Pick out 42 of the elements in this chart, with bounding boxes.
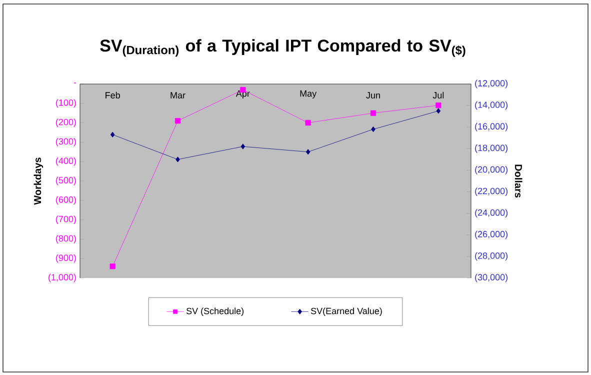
point [240, 144, 246, 150]
point [110, 132, 115, 138]
point [176, 156, 180, 162]
x-tick-label: May [300, 90, 317, 98]
point [436, 108, 441, 114]
x-tick-label: Apr [236, 90, 250, 98]
y2-tick-label: (16,000) [475, 122, 508, 132]
y2-tick-label: (30,000) [475, 274, 508, 282]
point [305, 120, 311, 126]
y-tick-label: - [74, 82, 76, 84]
y2-tick-label: (26,000) [475, 230, 508, 240]
point [174, 118, 181, 124]
y-tick-label: (700) [56, 216, 76, 224]
y2-tick-label: (24,000) [475, 209, 508, 218]
point [370, 110, 376, 116]
x-tick-label: Feb [106, 92, 120, 98]
x-tick-label: Jun [366, 92, 380, 98]
x-tick-label: Jul [432, 92, 444, 98]
point [436, 102, 442, 108]
y2-axis-title: Dollars [514, 164, 522, 198]
y2-tick-label: (12,000) [475, 80, 508, 88]
y-tick-label: (200) [56, 118, 76, 127]
y2-tick-label: (28,000) [475, 252, 508, 261]
y2-tick-label: (18,000) [475, 144, 508, 153]
legend-label: SV(Earned Value) [310, 308, 382, 316]
point [306, 149, 310, 155]
y2-tick-label: (22,000) [475, 188, 508, 196]
y-tick-label: (100) [56, 99, 76, 108]
legend-label: SV (Schedule) [186, 308, 244, 316]
x-tick-label: Mar [170, 92, 186, 98]
y-tick-label: (300) [56, 138, 76, 146]
y2-tick-label: (20,000) [475, 166, 508, 174]
y-tick-label: (900) [56, 254, 76, 263]
y-tick-label: (600) [56, 196, 76, 205]
y-axis-title: Workdays [34, 158, 44, 205]
y-tick-label: (1,000) [48, 274, 76, 282]
point [110, 264, 116, 270]
y-tick-label: (400) [56, 157, 76, 166]
y2-tick-label: (14,000) [475, 101, 508, 110]
y-tick-label: (500) [56, 176, 76, 186]
y-tick-label: (800) [56, 235, 76, 244]
chart-title: SV$_{(Duration)}$ of a Typical IPT Compared to SV$_{($)}$ [100, 39, 466, 57]
